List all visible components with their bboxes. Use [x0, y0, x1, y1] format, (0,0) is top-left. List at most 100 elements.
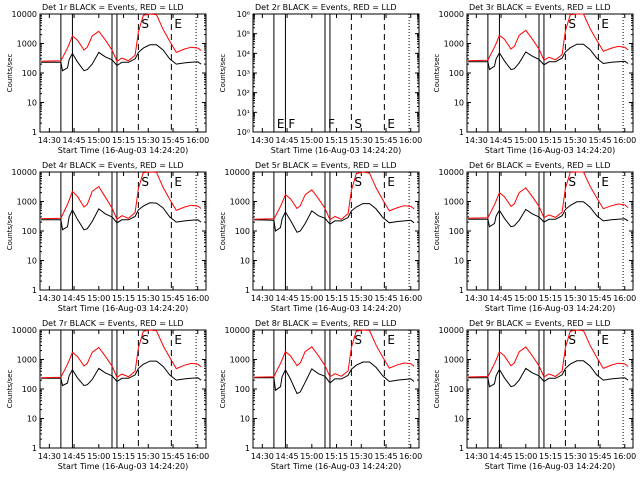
- y-tick-label: 10: [454, 99, 464, 108]
- y-tick-label: 100: [22, 69, 37, 78]
- y-tick-label: 10000: [225, 168, 250, 177]
- chart-title: Det 4r BLACK = Events, RED = LLD: [42, 161, 184, 170]
- x-tick-label: 14:30: [38, 136, 61, 145]
- series-line-events: [41, 202, 202, 231]
- y-axis-label: Counts/sec: [219, 212, 227, 251]
- x-axis-label: Start Time (16-Aug-03 14:24:20): [485, 304, 616, 313]
- x-tick-label: 15:45: [374, 136, 397, 145]
- event-marker-label: E: [174, 333, 182, 347]
- y-tick-label: 1: [32, 286, 37, 295]
- chart-panel-1: 1 10 100 1000 10000 14:30 14:45 15:00 15:15 15:30…: [6, 3, 209, 155]
- y-tick-label: 1000: [230, 198, 250, 207]
- x-axis-label: Start Time (16-Aug-03 14:24:20): [485, 146, 616, 155]
- y-axis-label: Counts/sec: [433, 370, 441, 409]
- x-tick-label: 15:45: [588, 136, 611, 145]
- event-marker-label: S: [141, 17, 149, 31]
- x-tick-label: 16:00: [613, 452, 636, 461]
- x-tick-label: 15:00: [87, 136, 110, 145]
- y-tick-label: 1000: [444, 198, 464, 207]
- y-tick-label: 100: [449, 227, 464, 236]
- x-axis-label: Start Time (16-Aug-03 14:24:20): [485, 462, 616, 471]
- x-tick-label: 15:30: [564, 452, 587, 461]
- x-tick-label: 15:00: [514, 452, 537, 461]
- x-tick-label: 15:15: [325, 136, 348, 145]
- event-marker-label: S: [568, 175, 576, 189]
- event-marker-label: S: [354, 333, 362, 347]
- y-tick-label: 1: [32, 444, 37, 453]
- x-tick-label: 14:45: [490, 294, 513, 303]
- x-tick-label: 14:30: [465, 136, 488, 145]
- x-tick-label: 14:45: [276, 294, 299, 303]
- series-line-lld: [41, 13, 202, 63]
- event-marker-label: E: [387, 175, 395, 189]
- y-tick-label: 10000: [12, 326, 37, 335]
- series-line-events: [468, 43, 629, 71]
- y-tick-label: 10²: [237, 89, 250, 98]
- x-tick-label: 16:00: [186, 136, 209, 145]
- y-tick-label: 10⁶: [237, 10, 250, 19]
- series-line-events: [254, 361, 415, 395]
- x-tick-label: 16:00: [399, 136, 422, 145]
- y-tick-label: 100: [449, 385, 464, 394]
- chart-title: Det 9r BLACK = Events, RED = LLD: [469, 319, 611, 328]
- series-line-lld: [468, 329, 629, 378]
- event-marker-label: S: [141, 175, 149, 189]
- event-marker-label: E: [277, 117, 285, 131]
- series-line-lld: [468, 13, 629, 62]
- x-tick-label: 15:30: [350, 452, 373, 461]
- event-marker-label: E: [174, 175, 182, 189]
- series-line-lld: [254, 329, 415, 378]
- x-tick-label: 15:45: [161, 136, 184, 145]
- y-tick-label: 10⁵: [237, 30, 250, 39]
- chart-panel-6: 1 10 100 1000 10000 14:30 14:45 15:00 15:15 15:30…: [433, 161, 636, 313]
- x-axis-label: Start Time (16-Aug-03 14:24:20): [271, 462, 402, 471]
- event-marker-label: S: [141, 333, 149, 347]
- y-tick-label: 10000: [12, 168, 37, 177]
- y-tick-label: 100: [449, 69, 464, 78]
- x-tick-label: 15:30: [350, 136, 373, 145]
- chart-panel-8: 1 10 100 1000 10000 14:30 14:45 15:00 15:15 15:30…: [219, 319, 422, 471]
- x-tick-label: 15:00: [300, 136, 323, 145]
- y-tick-label: 10: [27, 99, 37, 108]
- x-tick-label: 16:00: [399, 294, 422, 303]
- y-tick-label: 10000: [439, 168, 464, 177]
- y-tick-label: 1000: [444, 356, 464, 365]
- series-line-events: [41, 44, 202, 72]
- x-tick-label: 15:00: [514, 136, 537, 145]
- x-tick-label: 15:00: [87, 452, 110, 461]
- plot-frame: [39, 171, 207, 291]
- x-tick-label: 14:30: [251, 452, 274, 461]
- x-tick-label: 16:00: [186, 452, 209, 461]
- y-tick-label: 100: [22, 227, 37, 236]
- x-tick-label: 15:15: [539, 294, 562, 303]
- y-tick-label: 10: [454, 257, 464, 266]
- chart-title: Det 1r BLACK = Events, RED = LLD: [42, 3, 184, 12]
- y-tick-label: 1: [245, 286, 250, 295]
- plot-frame: [466, 13, 634, 133]
- y-tick-label: 10000: [439, 326, 464, 335]
- y-tick-label: 100: [235, 227, 250, 236]
- chart-title: Det 6r BLACK = Events, RED = LLD: [469, 161, 611, 170]
- y-tick-label: 10: [240, 257, 250, 266]
- event-marker-label: S: [354, 117, 362, 131]
- x-tick-label: 15:45: [588, 452, 611, 461]
- y-tick-label: 1000: [230, 356, 250, 365]
- series-line-events: [468, 201, 629, 228]
- y-tick-label: 1: [459, 128, 464, 137]
- x-tick-label: 14:45: [63, 452, 86, 461]
- x-tick-label: 15:00: [300, 452, 323, 461]
- chart-title: Det 8r BLACK = Events, RED = LLD: [255, 319, 397, 328]
- y-tick-label: 1000: [444, 40, 464, 49]
- plot-frame: [466, 171, 634, 291]
- x-tick-label: 15:30: [137, 452, 160, 461]
- y-tick-label: 1: [459, 286, 464, 295]
- x-tick-label: 15:45: [588, 294, 611, 303]
- event-marker-label: S: [568, 333, 576, 347]
- series-line-events: [41, 360, 202, 387]
- y-tick-label: 1000: [17, 356, 37, 365]
- event-marker-label: F: [328, 117, 335, 131]
- plot-frame: [39, 329, 207, 449]
- y-tick-label: 10: [27, 257, 37, 266]
- series-line-lld: [468, 171, 629, 219]
